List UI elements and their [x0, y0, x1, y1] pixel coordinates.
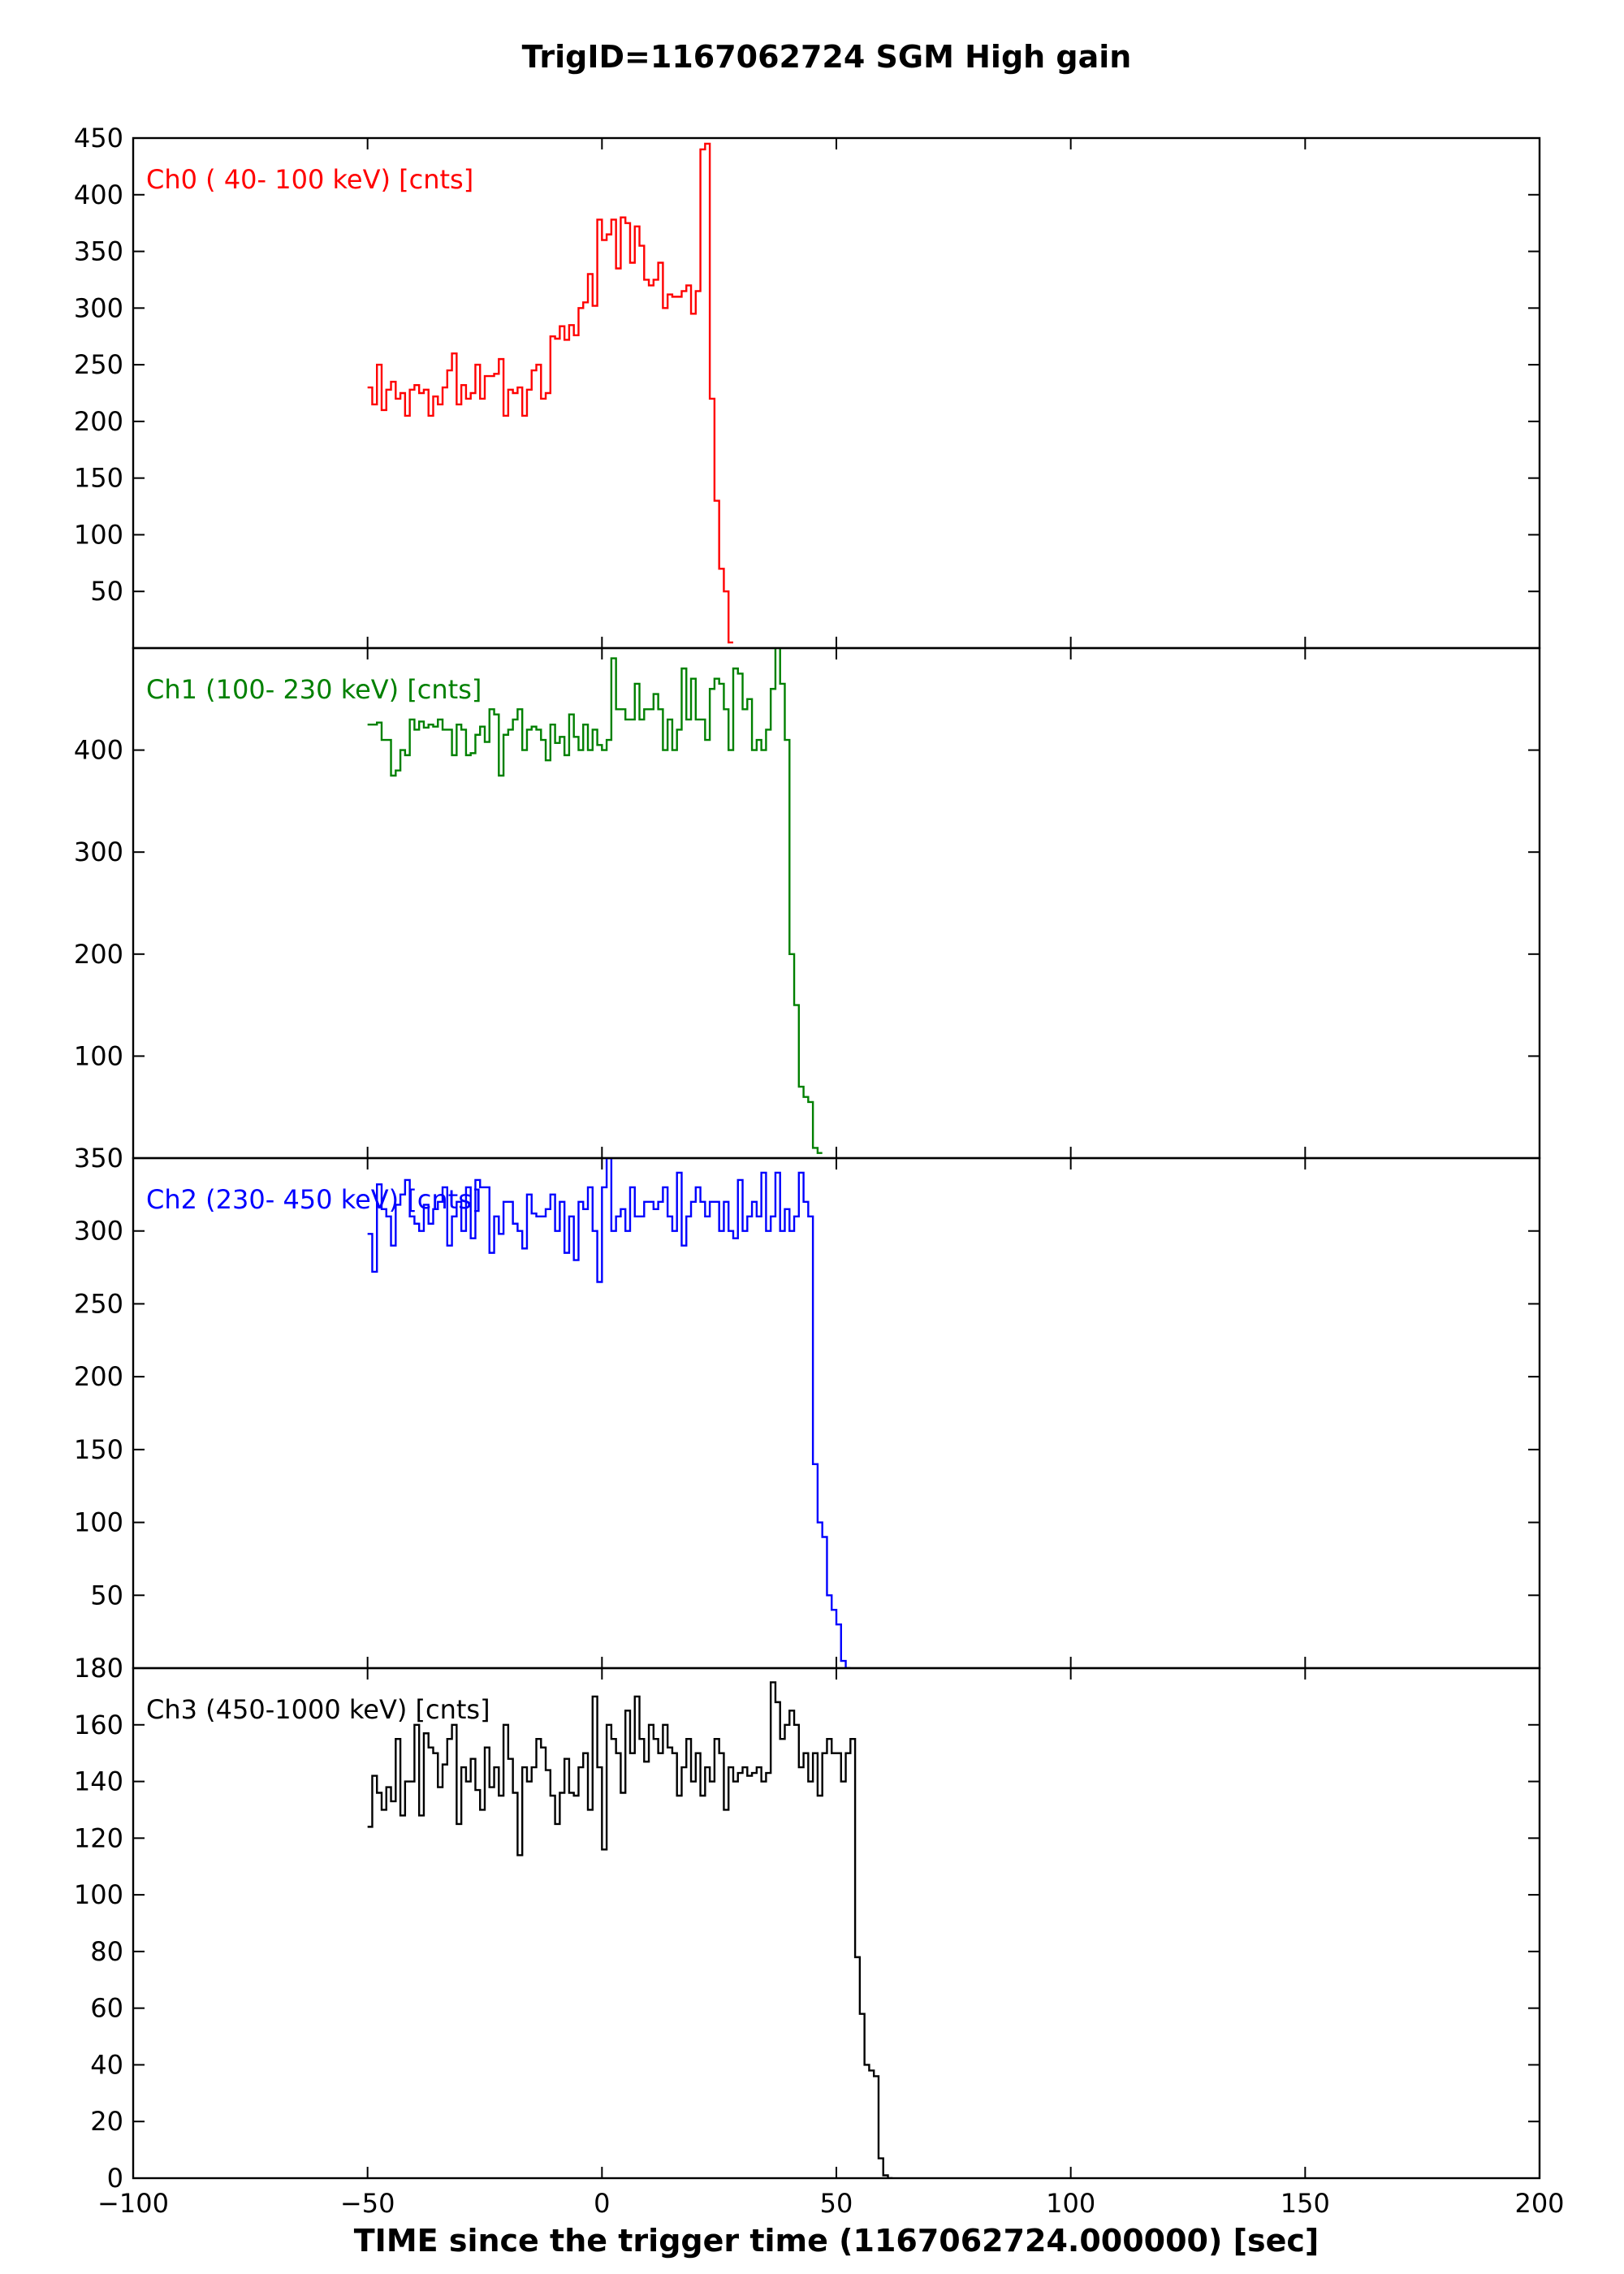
y-tick-label-ch2: 250 — [74, 1288, 123, 1319]
y-tick-label-ch3: 40 — [90, 2049, 123, 2080]
series-line-ch0 — [367, 142, 733, 644]
y-tick-label-ch2: 150 — [74, 1434, 123, 1465]
x-tick-label: 150 — [1281, 2188, 1330, 2219]
x-tick-label: 0 — [594, 2188, 610, 2219]
y-tick-label-ch0: 100 — [74, 519, 123, 550]
chart-title: TrigID=1167062724 SGM High gain — [522, 39, 1132, 75]
y-tick-label-ch0: 250 — [74, 349, 123, 380]
y-tick-label-ch2: 200 — [74, 1361, 123, 1392]
y-tick-label-ch3: 20 — [90, 2106, 123, 2137]
y-tick-label-ch3: 140 — [74, 1766, 123, 1797]
y-tick-label-ch0: 350 — [74, 236, 123, 267]
panel-label-ch0: Ch0 ( 40- 100 keV) [cnts] — [146, 164, 473, 195]
y-tick-label-ch3: 180 — [74, 1653, 123, 1684]
y-tick-label-ch3: 0 — [107, 2163, 123, 2194]
x-tick-label: −50 — [340, 2188, 395, 2219]
y-tick-label-ch3: 80 — [90, 1936, 123, 1967]
panel-label-ch1: Ch1 (100- 230 keV) [cnts] — [146, 674, 482, 705]
x-tick-label: 50 — [820, 2188, 853, 2219]
y-tick-label-ch1: 200 — [74, 939, 123, 970]
series-line-ch2 — [367, 1158, 851, 1668]
y-tick-label-ch0: 400 — [74, 179, 123, 210]
y-tick-label-ch3: 60 — [90, 1993, 123, 2024]
panel-label-ch3: Ch3 (450-1000 keV) [cnts] — [146, 1694, 490, 1725]
x-axis: −100 −50 0 50 100 150 200 — [97, 2188, 1564, 2219]
y-tick-label-ch0: 450 — [74, 123, 123, 153]
y-tick-label-ch0: 200 — [74, 406, 123, 437]
y-tick-label-ch3: 160 — [74, 1710, 123, 1740]
panel-3: 0 20 40 60 80 100 120 140 160 180 Ch3 (450-1000 ke… — [74, 1653, 1541, 2194]
x-axis-label: TIME since the trigger time (1167062724.… — [354, 2223, 1319, 2259]
y-tick-label-ch2: 100 — [74, 1507, 123, 1538]
y-tick-label-ch2: 50 — [90, 1580, 123, 1610]
y-tick-label-ch1: 400 — [74, 735, 123, 766]
y-tick-label-ch2: 350 — [74, 1143, 123, 1174]
series-line-ch3 — [367, 1681, 893, 2178]
y-tick-label-ch3: 120 — [74, 1822, 123, 1853]
y-tick-label-ch1: 100 — [74, 1040, 123, 1071]
x-tick-label: −100 — [97, 2188, 169, 2219]
y-tick-label-ch3: 100 — [74, 1879, 123, 1910]
y-tick-label-ch1: 300 — [74, 837, 123, 867]
y-tick-label-ch0: 300 — [74, 292, 123, 323]
x-tick-label: 200 — [1514, 2188, 1564, 2219]
x-tick-label: 100 — [1046, 2188, 1095, 2219]
panel-2: 50 100 150 200 250 300 350 Ch2 (230- 450 keV) [… — [74, 1143, 1541, 1670]
y-tick-label-ch0: 50 — [90, 576, 123, 607]
y-tick-label-ch0: 150 — [74, 463, 123, 494]
series-line-ch1 — [367, 648, 823, 1154]
panel-label-ch2: Ch2 (230- 450 keV) [cnts] — [146, 1184, 482, 1215]
panel-1: 100 200 300 400 Ch1 (100- 230 keV) [cnts] — [74, 646, 1541, 1160]
y-tick-label-ch2: 300 — [74, 1216, 123, 1247]
